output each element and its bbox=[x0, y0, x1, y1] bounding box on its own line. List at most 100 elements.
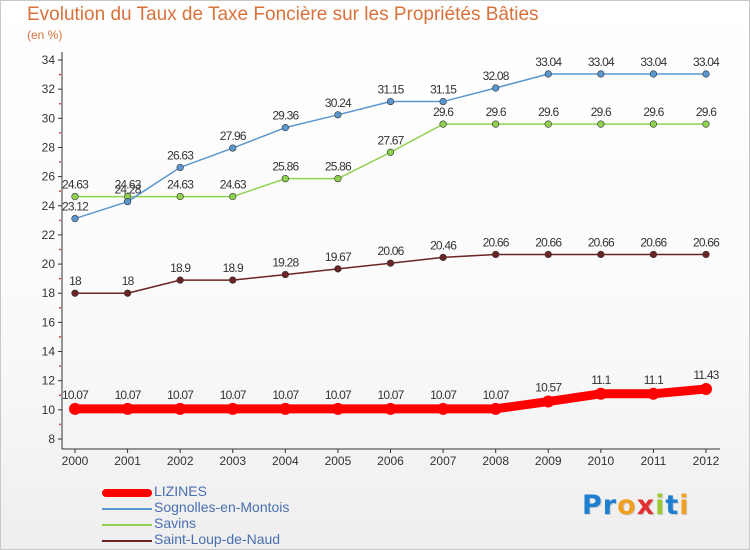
data-point-saint-loup-de-naud bbox=[544, 250, 552, 259]
data-label-saint-loup-de-naud: 20.06 bbox=[377, 244, 404, 258]
data-point-sognolles-en-montois bbox=[334, 111, 342, 119]
data-label-lizines: 10.07 bbox=[325, 388, 352, 402]
data-point-lizines bbox=[331, 402, 344, 415]
y-tick-label: 10 bbox=[42, 403, 56, 417]
data-point-saint-loup-de-naud bbox=[176, 276, 184, 284]
data-label-saint-loup-de-naud: 18.9 bbox=[223, 261, 244, 275]
x-tick-label: 2012 bbox=[693, 454, 720, 468]
data-point-sognolles-en-montois bbox=[281, 124, 289, 132]
y-tick-label: 12 bbox=[42, 374, 56, 388]
proxiti-logo: Proxiti bbox=[582, 490, 690, 521]
data-point-saint-loup-de-naud bbox=[649, 250, 658, 259]
data-point-lizines bbox=[69, 402, 81, 415]
data-point-savins bbox=[176, 192, 184, 201]
data-label-sognolles-en-montois: 30.24 bbox=[325, 96, 352, 110]
data-label-savins: 25.86 bbox=[272, 160, 299, 174]
y-minor-tick bbox=[59, 102, 61, 105]
legend-swatch bbox=[102, 489, 152, 497]
data-label-sognolles-en-montois: 23.12 bbox=[62, 200, 89, 214]
data-point-lizines bbox=[594, 387, 607, 400]
legend-swatch bbox=[102, 508, 152, 510]
y-tick-label: 8 bbox=[48, 432, 55, 446]
x-tick-label: 2003 bbox=[219, 454, 246, 468]
data-point-lizines bbox=[226, 402, 239, 415]
data-label-savins: 29.6 bbox=[538, 105, 559, 119]
y-tick-label: 24 bbox=[42, 199, 56, 213]
data-label-lizines: 10.07 bbox=[220, 388, 247, 402]
data-label-saint-loup-de-naud: 20.66 bbox=[693, 235, 720, 249]
data-point-saint-loup-de-naud bbox=[492, 250, 500, 259]
data-label-savins: 24.63 bbox=[167, 178, 194, 192]
data-label-savins: 29.6 bbox=[591, 105, 612, 119]
x-tick-label: 2000 bbox=[62, 454, 89, 468]
data-label-lizines: 10.57 bbox=[535, 381, 562, 395]
y-tick-label: 30 bbox=[42, 111, 56, 125]
data-point-saint-loup-de-naud bbox=[229, 276, 237, 284]
data-point-savins bbox=[439, 120, 447, 128]
data-label-lizines: 11.1 bbox=[591, 373, 611, 387]
data-label-saint-loup-de-naud: 19.67 bbox=[325, 250, 352, 264]
y-minor-tick bbox=[59, 161, 61, 163]
y-minor-tick bbox=[59, 131, 61, 134]
data-label-sognolles-en-montois: 24.28 bbox=[115, 183, 142, 197]
y-minor-tick bbox=[59, 306, 61, 309]
y-minor-tick bbox=[59, 219, 61, 222]
data-label-lizines: 11.43 bbox=[693, 368, 719, 382]
data-point-sognolles-en-montois bbox=[544, 70, 552, 78]
y-minor-tick bbox=[59, 190, 61, 193]
y-tick-label: 32 bbox=[42, 82, 56, 96]
y-tick-label: 26 bbox=[42, 170, 56, 184]
data-label-sognolles-en-montois: 26.63 bbox=[167, 148, 194, 162]
y-minor-tick bbox=[59, 248, 61, 251]
data-point-saint-loup-de-naud bbox=[281, 270, 289, 279]
x-tick-label: 2005 bbox=[325, 454, 352, 468]
data-label-savins: 24.63 bbox=[62, 178, 89, 192]
data-point-sognolles-en-montois bbox=[386, 97, 395, 106]
data-label-lizines: 10.07 bbox=[115, 388, 142, 402]
data-label-lizines: 10.07 bbox=[272, 388, 299, 402]
data-point-lizines bbox=[542, 395, 555, 408]
data-point-sognolles-en-montois bbox=[229, 144, 237, 152]
chart-unit-label: (en %) bbox=[27, 28, 63, 42]
data-point-sognolles-en-montois bbox=[176, 163, 184, 172]
data-label-sognolles-en-montois: 33.04 bbox=[588, 55, 615, 69]
x-tick-label: 2007 bbox=[430, 454, 457, 468]
data-point-savins bbox=[492, 120, 500, 128]
x-tick-label: 2011 bbox=[641, 454, 667, 468]
data-point-savins bbox=[334, 175, 342, 183]
data-point-lizines bbox=[700, 383, 712, 396]
data-label-saint-loup-de-naud: 18 bbox=[122, 274, 135, 288]
legend-swatch bbox=[102, 524, 152, 526]
data-point-saint-loup-de-naud bbox=[334, 265, 342, 273]
data-point-sognolles-en-montois bbox=[439, 97, 447, 106]
x-tick-label: 2008 bbox=[482, 454, 509, 468]
data-label-sognolles-en-montois: 33.04 bbox=[693, 55, 720, 69]
y-tick-label: 14 bbox=[42, 345, 56, 359]
data-point-saint-loup-de-naud bbox=[123, 289, 132, 297]
data-point-savins bbox=[544, 120, 552, 128]
data-point-lizines bbox=[279, 402, 292, 415]
logo-letter: o bbox=[617, 490, 637, 521]
legend-swatch bbox=[102, 540, 152, 542]
y-minor-tick bbox=[59, 277, 61, 280]
data-point-saint-loup-de-naud bbox=[702, 250, 710, 259]
data-label-lizines: 10.07 bbox=[167, 388, 194, 402]
data-point-savins bbox=[71, 192, 79, 201]
y-minor-tick bbox=[59, 394, 61, 397]
data-label-saint-loup-de-naud: 20.66 bbox=[535, 235, 562, 249]
data-point-savins bbox=[229, 192, 237, 201]
data-label-savins: 24.63 bbox=[115, 178, 142, 192]
data-label-savins: 29.6 bbox=[433, 105, 454, 119]
logo-letter: P bbox=[582, 490, 603, 521]
y-tick-label: 16 bbox=[42, 315, 56, 329]
data-point-sognolles-en-montois bbox=[123, 198, 132, 206]
legend-label: Saint-Loup-de-Naud bbox=[154, 531, 281, 547]
data-label-sognolles-en-montois: 32.08 bbox=[483, 69, 510, 83]
y-tick-label: 20 bbox=[42, 257, 56, 271]
data-label-savins: 29.6 bbox=[696, 105, 717, 119]
data-point-sognolles-en-montois bbox=[702, 70, 710, 78]
data-label-sognolles-en-montois: 33.04 bbox=[640, 55, 667, 69]
data-point-savins bbox=[597, 120, 605, 128]
